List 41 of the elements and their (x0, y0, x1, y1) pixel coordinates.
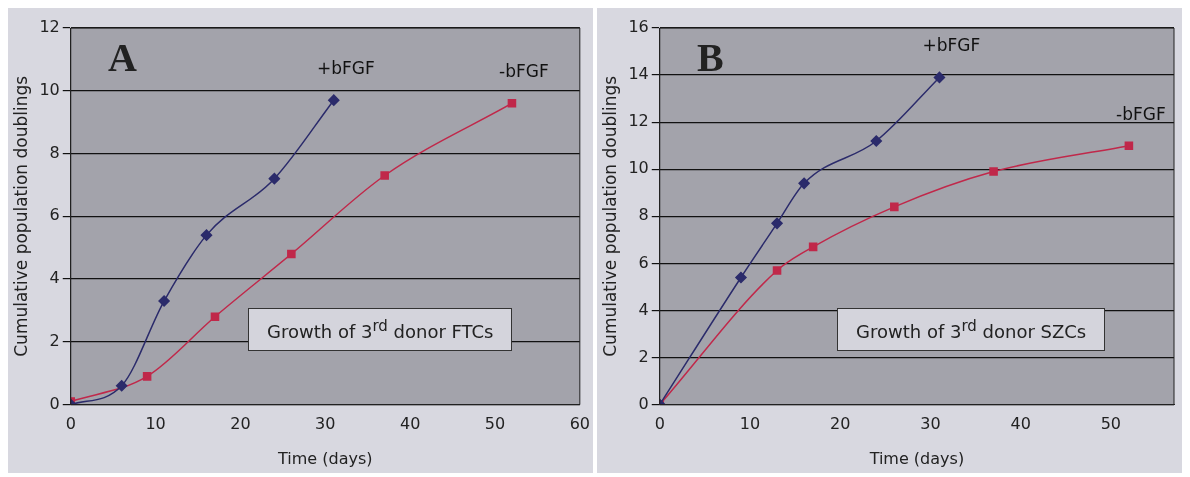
annotation: Growth of 3$^{rd}$ donor SZCs (837, 308, 1106, 351)
x-tick-label: 10 (145, 414, 166, 434)
y-tick-label: 2 (49, 330, 60, 350)
series-label: -bFGF (1116, 103, 1166, 124)
y-tick-label: 10 (628, 158, 649, 178)
x-tick-label: 30 (920, 414, 941, 434)
x-tick-label: 50 (1100, 414, 1122, 434)
x-axis-title: Time (days) (277, 448, 373, 468)
y-tick-label: 16 (628, 17, 649, 37)
y-tick-label: 8 (49, 142, 60, 162)
x-tick-label: 60 (569, 414, 590, 434)
y-axis-title: Cumulative population doublings (599, 75, 620, 357)
series-label: -bFGF (499, 61, 549, 82)
annotation: A (108, 34, 137, 81)
y-tick-label: 6 (638, 252, 649, 272)
series-label: +bFGF (316, 58, 375, 79)
annotation: B (697, 34, 724, 81)
y-tick-label: 12 (39, 17, 60, 37)
x-axis-title: Time (days) (868, 448, 965, 468)
series-label: +bFGF (922, 35, 981, 56)
x-tick-label: 40 (399, 414, 421, 434)
x-tick-label: 0 (65, 414, 76, 434)
x-tick-label: 0 (654, 414, 665, 434)
y-tick-label: 12 (628, 111, 649, 131)
y-tick-label: 4 (49, 268, 60, 288)
x-tick-label: 10 (739, 414, 761, 434)
y-tick-label: 14 (628, 64, 649, 84)
y-tick-label: 4 (638, 299, 649, 319)
x-tick-label: 30 (315, 414, 336, 434)
y-tick-label: 6 (49, 205, 60, 225)
y-tick-label: 0 (49, 393, 60, 413)
x-tick-label: 20 (230, 414, 251, 434)
y-tick-label: 8 (638, 205, 649, 225)
annotation: Growth of 3$^{rd}$ donor FTCs (248, 308, 513, 351)
y-tick-label: 0 (638, 393, 649, 413)
y-tick-label: 10 (39, 79, 60, 99)
x-tick-label: 40 (1010, 414, 1031, 434)
x-tick-label: 20 (830, 414, 851, 434)
x-tick-label: 50 (484, 414, 506, 434)
y-axis-title: Cumulative population doublings (10, 75, 31, 357)
y-tick-label: 2 (638, 346, 649, 366)
